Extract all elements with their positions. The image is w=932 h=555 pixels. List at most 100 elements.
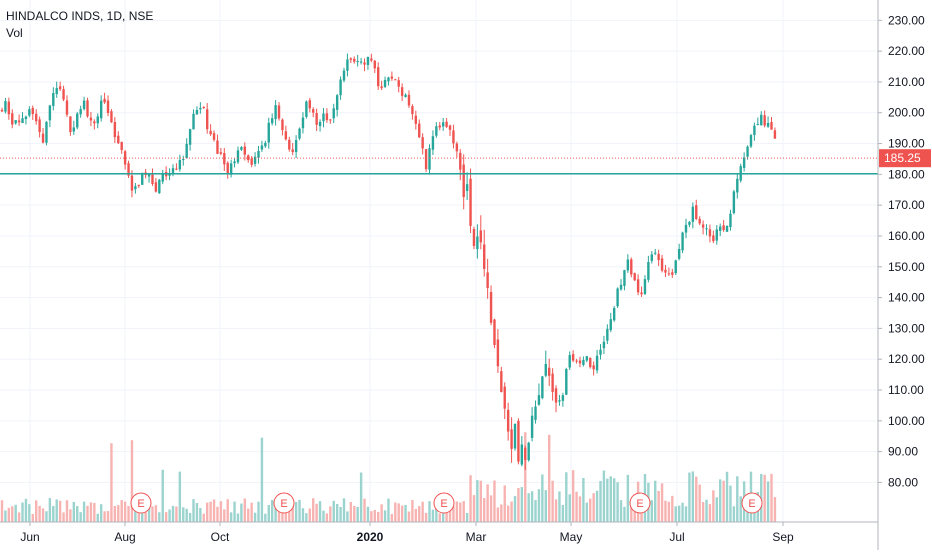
candle-body bbox=[7, 101, 11, 115]
candle-body bbox=[636, 279, 640, 293]
candle-body bbox=[28, 109, 31, 116]
volume-bar bbox=[353, 505, 356, 522]
candle-body bbox=[404, 94, 407, 98]
volume-bar bbox=[182, 507, 185, 522]
candle-body bbox=[438, 125, 441, 128]
candle-body bbox=[45, 121, 48, 143]
x-tick-label: Jun bbox=[20, 530, 39, 544]
earnings-marker[interactable]: E bbox=[741, 492, 763, 514]
candle-body bbox=[291, 149, 294, 153]
volume-bar bbox=[301, 508, 305, 522]
volume-bar bbox=[82, 501, 86, 522]
volume-bar bbox=[363, 498, 366, 522]
candle-body bbox=[688, 221, 691, 225]
volume-bar bbox=[534, 500, 537, 522]
candle-body bbox=[86, 100, 89, 117]
volume-bar bbox=[503, 485, 506, 522]
volume-bar bbox=[257, 501, 260, 522]
volume-bar bbox=[455, 501, 459, 522]
candle-body bbox=[578, 360, 582, 364]
volume-bar bbox=[725, 471, 729, 522]
volume-bar bbox=[270, 499, 274, 522]
earnings-marker[interactable]: E bbox=[130, 492, 152, 514]
volume-bar bbox=[397, 503, 400, 522]
candle-body bbox=[120, 141, 123, 151]
volume-bar bbox=[760, 473, 763, 522]
y-tick-label: 180.00 bbox=[888, 167, 925, 181]
volume-bar bbox=[729, 485, 732, 522]
volume-bar bbox=[380, 504, 383, 522]
candle-body bbox=[674, 260, 677, 274]
volume-bar bbox=[335, 504, 339, 522]
candle-body bbox=[445, 121, 448, 127]
volume-bar bbox=[250, 502, 253, 522]
volume-bar bbox=[55, 499, 58, 522]
volume-bar bbox=[52, 505, 55, 522]
volume-bar bbox=[489, 495, 493, 522]
volume-bar bbox=[120, 500, 123, 522]
earnings-marker-label: E bbox=[280, 498, 287, 510]
candle-body bbox=[394, 79, 397, 81]
volume-bar bbox=[359, 472, 363, 522]
candle-body bbox=[469, 178, 472, 226]
candle-body bbox=[14, 120, 17, 124]
candle-body bbox=[363, 62, 366, 65]
volume-bar bbox=[520, 487, 524, 522]
volume-bar bbox=[216, 506, 219, 522]
volume-bar bbox=[719, 479, 722, 522]
volume-bar bbox=[329, 506, 332, 522]
candle-body bbox=[366, 56, 370, 65]
volume-legend[interactable]: Vol bbox=[6, 26, 23, 40]
candle-body bbox=[773, 130, 777, 139]
y-tick-label: 160.00 bbox=[888, 229, 925, 243]
volume-bar bbox=[62, 512, 65, 522]
candle-body bbox=[565, 369, 568, 395]
candle-body bbox=[609, 319, 612, 331]
candles bbox=[0, 53, 777, 470]
volume-bar bbox=[459, 502, 462, 522]
volume-bar bbox=[127, 505, 130, 522]
candle-body bbox=[476, 236, 479, 250]
earnings-marker[interactable]: E bbox=[629, 492, 651, 514]
candle-body bbox=[154, 182, 158, 192]
volume-bar bbox=[708, 504, 712, 522]
candle-body bbox=[630, 259, 633, 275]
candle-body bbox=[599, 349, 602, 355]
candle-body bbox=[185, 143, 188, 159]
candle-body bbox=[182, 158, 185, 161]
last-price-label: 185.25 bbox=[884, 151, 921, 165]
candle-body bbox=[411, 106, 414, 115]
candle-body bbox=[479, 230, 482, 243]
candle-body bbox=[130, 175, 134, 191]
candle-body bbox=[147, 174, 151, 177]
volume-bar bbox=[390, 513, 394, 522]
volume-bar bbox=[609, 476, 612, 522]
volume-bar bbox=[445, 507, 448, 522]
candle-body bbox=[493, 319, 496, 346]
candle-body bbox=[247, 155, 250, 161]
candle-body bbox=[233, 161, 236, 164]
earnings-marker[interactable]: E bbox=[433, 492, 455, 514]
candle-body bbox=[380, 86, 383, 89]
candle-body bbox=[414, 115, 418, 124]
volume-bar bbox=[123, 501, 127, 522]
candle-body bbox=[21, 118, 24, 123]
volume-bar bbox=[616, 482, 619, 522]
earnings-marker[interactable]: E bbox=[273, 492, 295, 514]
volume-bar bbox=[322, 510, 325, 522]
volume-bar bbox=[134, 502, 137, 522]
candle-body bbox=[284, 131, 288, 140]
candle-body bbox=[510, 429, 513, 449]
volume-bar bbox=[339, 506, 342, 522]
volume-bar bbox=[41, 508, 45, 522]
candle-body bbox=[568, 355, 571, 368]
candle-body bbox=[72, 127, 76, 132]
volume-bar bbox=[89, 502, 93, 522]
x-tick-label: 2020 bbox=[357, 530, 384, 544]
y-tick-label: 220.00 bbox=[888, 44, 925, 58]
symbol-title[interactable]: HINDALCO INDS, 1D, NSE bbox=[6, 9, 154, 23]
candle-body bbox=[684, 224, 688, 233]
volume-bar bbox=[106, 511, 110, 522]
